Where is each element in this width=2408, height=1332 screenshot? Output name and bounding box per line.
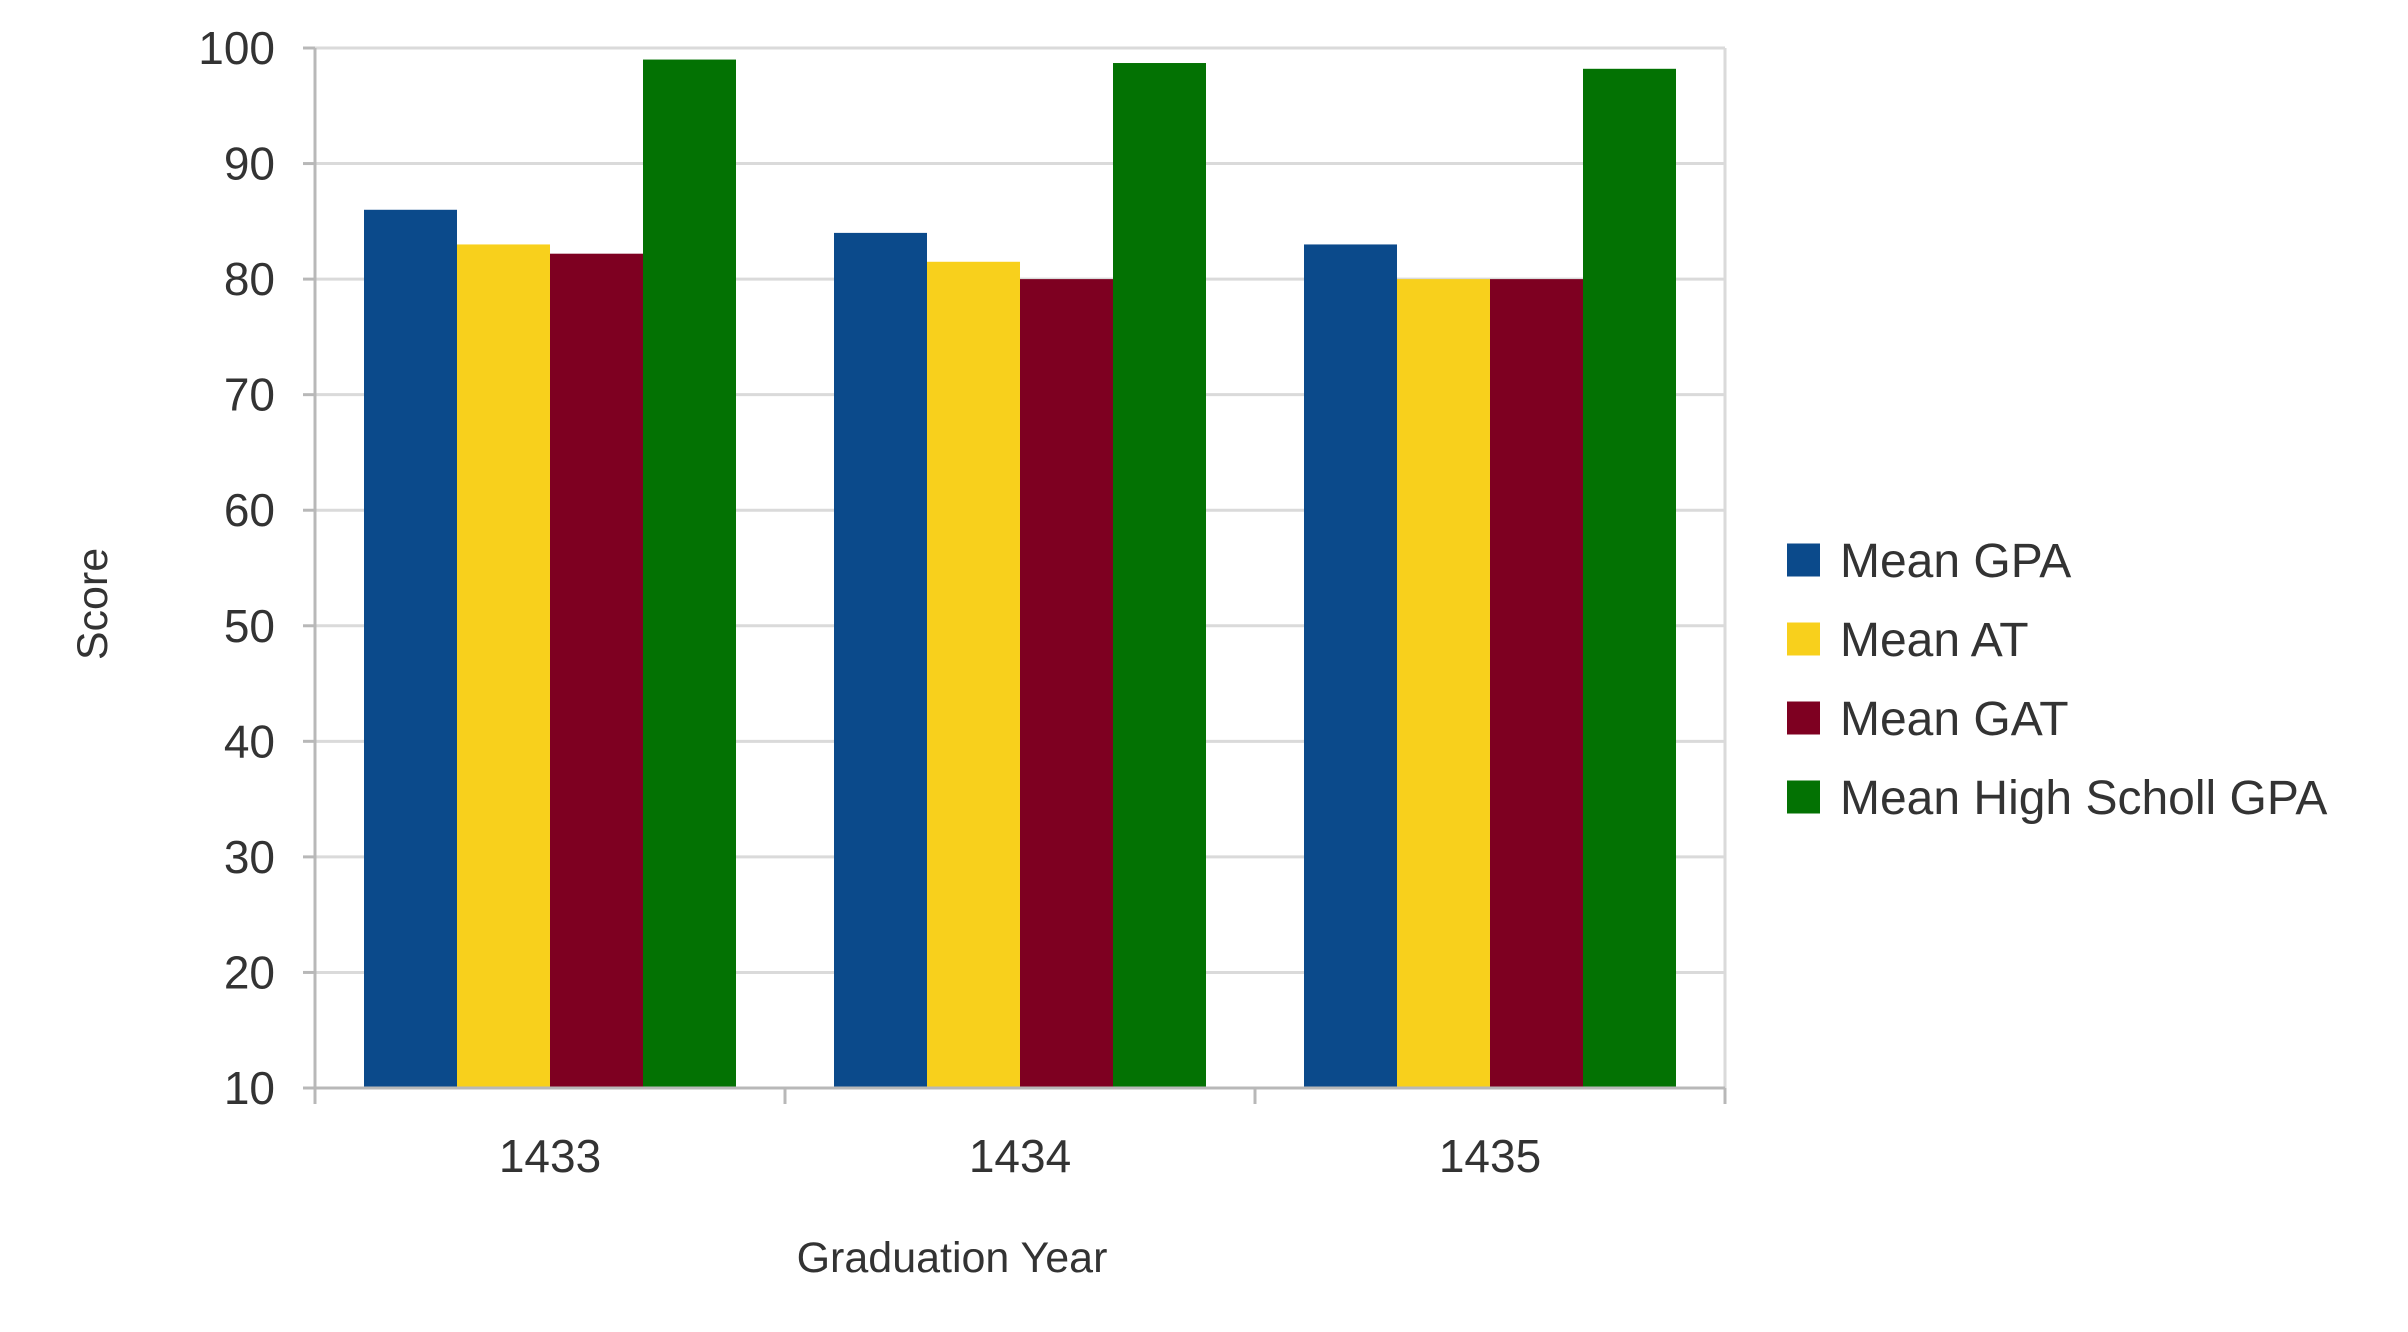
axes	[303, 46, 1727, 1104]
bar-mean-gat-1433	[550, 253, 643, 1088]
legend-label: Mean GPA	[1840, 535, 2071, 588]
legend: Mean GPA Mean AT Mean GAT Mean High Scholl …	[1787, 535, 2327, 825]
y-tick-label: 100	[198, 22, 275, 74]
bar-mean-at-1433	[457, 244, 550, 1088]
bar-mean-gpa-1434	[834, 232, 927, 1088]
bar-mean-high-scholl-gpa-1433	[643, 59, 736, 1089]
bar-mean-gat-1435	[1490, 279, 1583, 1089]
legend-swatch	[1787, 701, 1820, 735]
bar-mean-gpa-1433	[364, 209, 457, 1088]
x-tick-label: 1435	[1439, 1130, 1541, 1182]
bars	[364, 59, 1676, 1089]
bar-mean-high-scholl-gpa-1434	[1113, 63, 1206, 1089]
y-tick-label: 80	[224, 253, 275, 305]
x-tick-label: 1433	[499, 1130, 601, 1182]
bar-mean-high-scholl-gpa-1435	[1583, 68, 1676, 1089]
y-tick-label: 60	[224, 484, 275, 536]
legend-label: Mean High Scholl GPA	[1840, 772, 2327, 825]
y-tick-label: 70	[224, 369, 275, 421]
y-tick-label: 50	[224, 600, 275, 652]
y-axis-title: Score	[69, 548, 117, 660]
y-tick-label: 90	[224, 138, 275, 190]
x-axis-title: Graduation Year	[797, 1234, 1108, 1282]
y-tick-label: 20	[224, 946, 275, 998]
legend-label: Mean GAT	[1840, 693, 2069, 746]
y-tick-label: 30	[224, 831, 275, 883]
legend-swatch	[1787, 622, 1820, 656]
tick-labels: 10 20 30 40 50 60 70 80 90 100 1433 1434 1435	[198, 22, 1541, 1182]
bar-mean-at-1435	[1397, 279, 1490, 1089]
y-tick-label: 40	[224, 715, 275, 767]
bar-mean-gpa-1435	[1304, 244, 1397, 1088]
legend-swatch	[1787, 780, 1820, 814]
bar-mean-gat-1434	[1020, 279, 1113, 1089]
legend-label: Mean AT	[1840, 614, 2029, 667]
legend-swatch	[1787, 543, 1820, 577]
y-tick-label: 10	[224, 1062, 275, 1114]
x-tick-label: 1434	[969, 1130, 1071, 1182]
bar-mean-at-1434	[927, 261, 1020, 1088]
